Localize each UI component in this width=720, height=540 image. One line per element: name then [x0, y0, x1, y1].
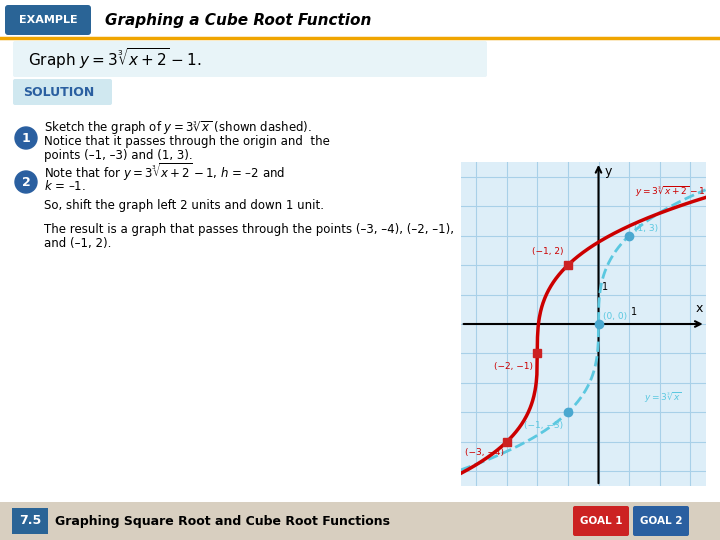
Text: (0, 0): (0, 0): [603, 312, 627, 321]
Text: 1: 1: [22, 132, 30, 145]
Text: Graph $y = 3\sqrt[3]{x + 2} - 1$.: Graph $y = 3\sqrt[3]{x + 2} - 1$.: [28, 46, 202, 71]
FancyBboxPatch shape: [13, 79, 112, 105]
Text: Sketch the graph of $y = 3\sqrt[3]{x}$ (shown dashed).: Sketch the graph of $y = 3\sqrt[3]{x}$ (…: [44, 119, 312, 137]
FancyBboxPatch shape: [633, 506, 689, 536]
FancyBboxPatch shape: [13, 41, 487, 77]
FancyBboxPatch shape: [5, 5, 91, 35]
Text: Notice that it passes through the origin and  the: Notice that it passes through the origin…: [44, 136, 330, 148]
Text: and (–1, 2).: and (–1, 2).: [44, 238, 112, 251]
Text: SOLUTION: SOLUTION: [23, 85, 94, 98]
Text: 1: 1: [601, 281, 608, 292]
Text: (−1, −3): (−1, −3): [524, 421, 563, 430]
Text: 7.5: 7.5: [19, 515, 41, 528]
Text: 1: 1: [631, 307, 636, 316]
Circle shape: [15, 127, 37, 149]
FancyBboxPatch shape: [573, 506, 629, 536]
FancyBboxPatch shape: [12, 508, 48, 534]
Text: EXAMPLE: EXAMPLE: [19, 15, 77, 25]
Text: (1, 3): (1, 3): [634, 224, 658, 233]
Text: (−3, −4): (−3, −4): [464, 448, 504, 457]
Text: Graphing a Cube Root Function: Graphing a Cube Root Function: [105, 12, 372, 28]
Circle shape: [15, 171, 37, 193]
Text: $k$ = –1.: $k$ = –1.: [44, 179, 86, 193]
Text: (−2, −1): (−2, −1): [494, 362, 533, 372]
Text: Note that for $y = 3\sqrt[3]{x + 2} - 1$, $h$ = –2 and: Note that for $y = 3\sqrt[3]{x + 2} - 1$…: [44, 161, 285, 183]
Text: GOAL 2: GOAL 2: [640, 516, 683, 526]
Text: y: y: [605, 165, 612, 178]
Text: Graphing Square Root and Cube Root Functions: Graphing Square Root and Cube Root Funct…: [55, 515, 390, 528]
Text: points (–1, –3) and (1, 3).: points (–1, –3) and (1, 3).: [44, 150, 193, 163]
Text: The result is a graph that passes through the points (–3, –4), (–2, –1),: The result is a graph that passes throug…: [44, 224, 454, 237]
Text: (−1, 2): (−1, 2): [532, 247, 563, 256]
Text: $y = 3\sqrt[3]{x}$: $y = 3\sqrt[3]{x}$: [644, 390, 682, 405]
Text: So, shift the graph left 2 units and down 1 unit.: So, shift the graph left 2 units and dow…: [44, 199, 324, 213]
Bar: [0, 502, 720, 540]
Text: 2: 2: [22, 176, 30, 188]
Text: GOAL 1: GOAL 1: [580, 516, 622, 526]
Text: x: x: [696, 302, 703, 315]
Text: $y = 3\sqrt[3]{x + 2} - 1$: $y = 3\sqrt[3]{x + 2} - 1$: [635, 184, 706, 199]
